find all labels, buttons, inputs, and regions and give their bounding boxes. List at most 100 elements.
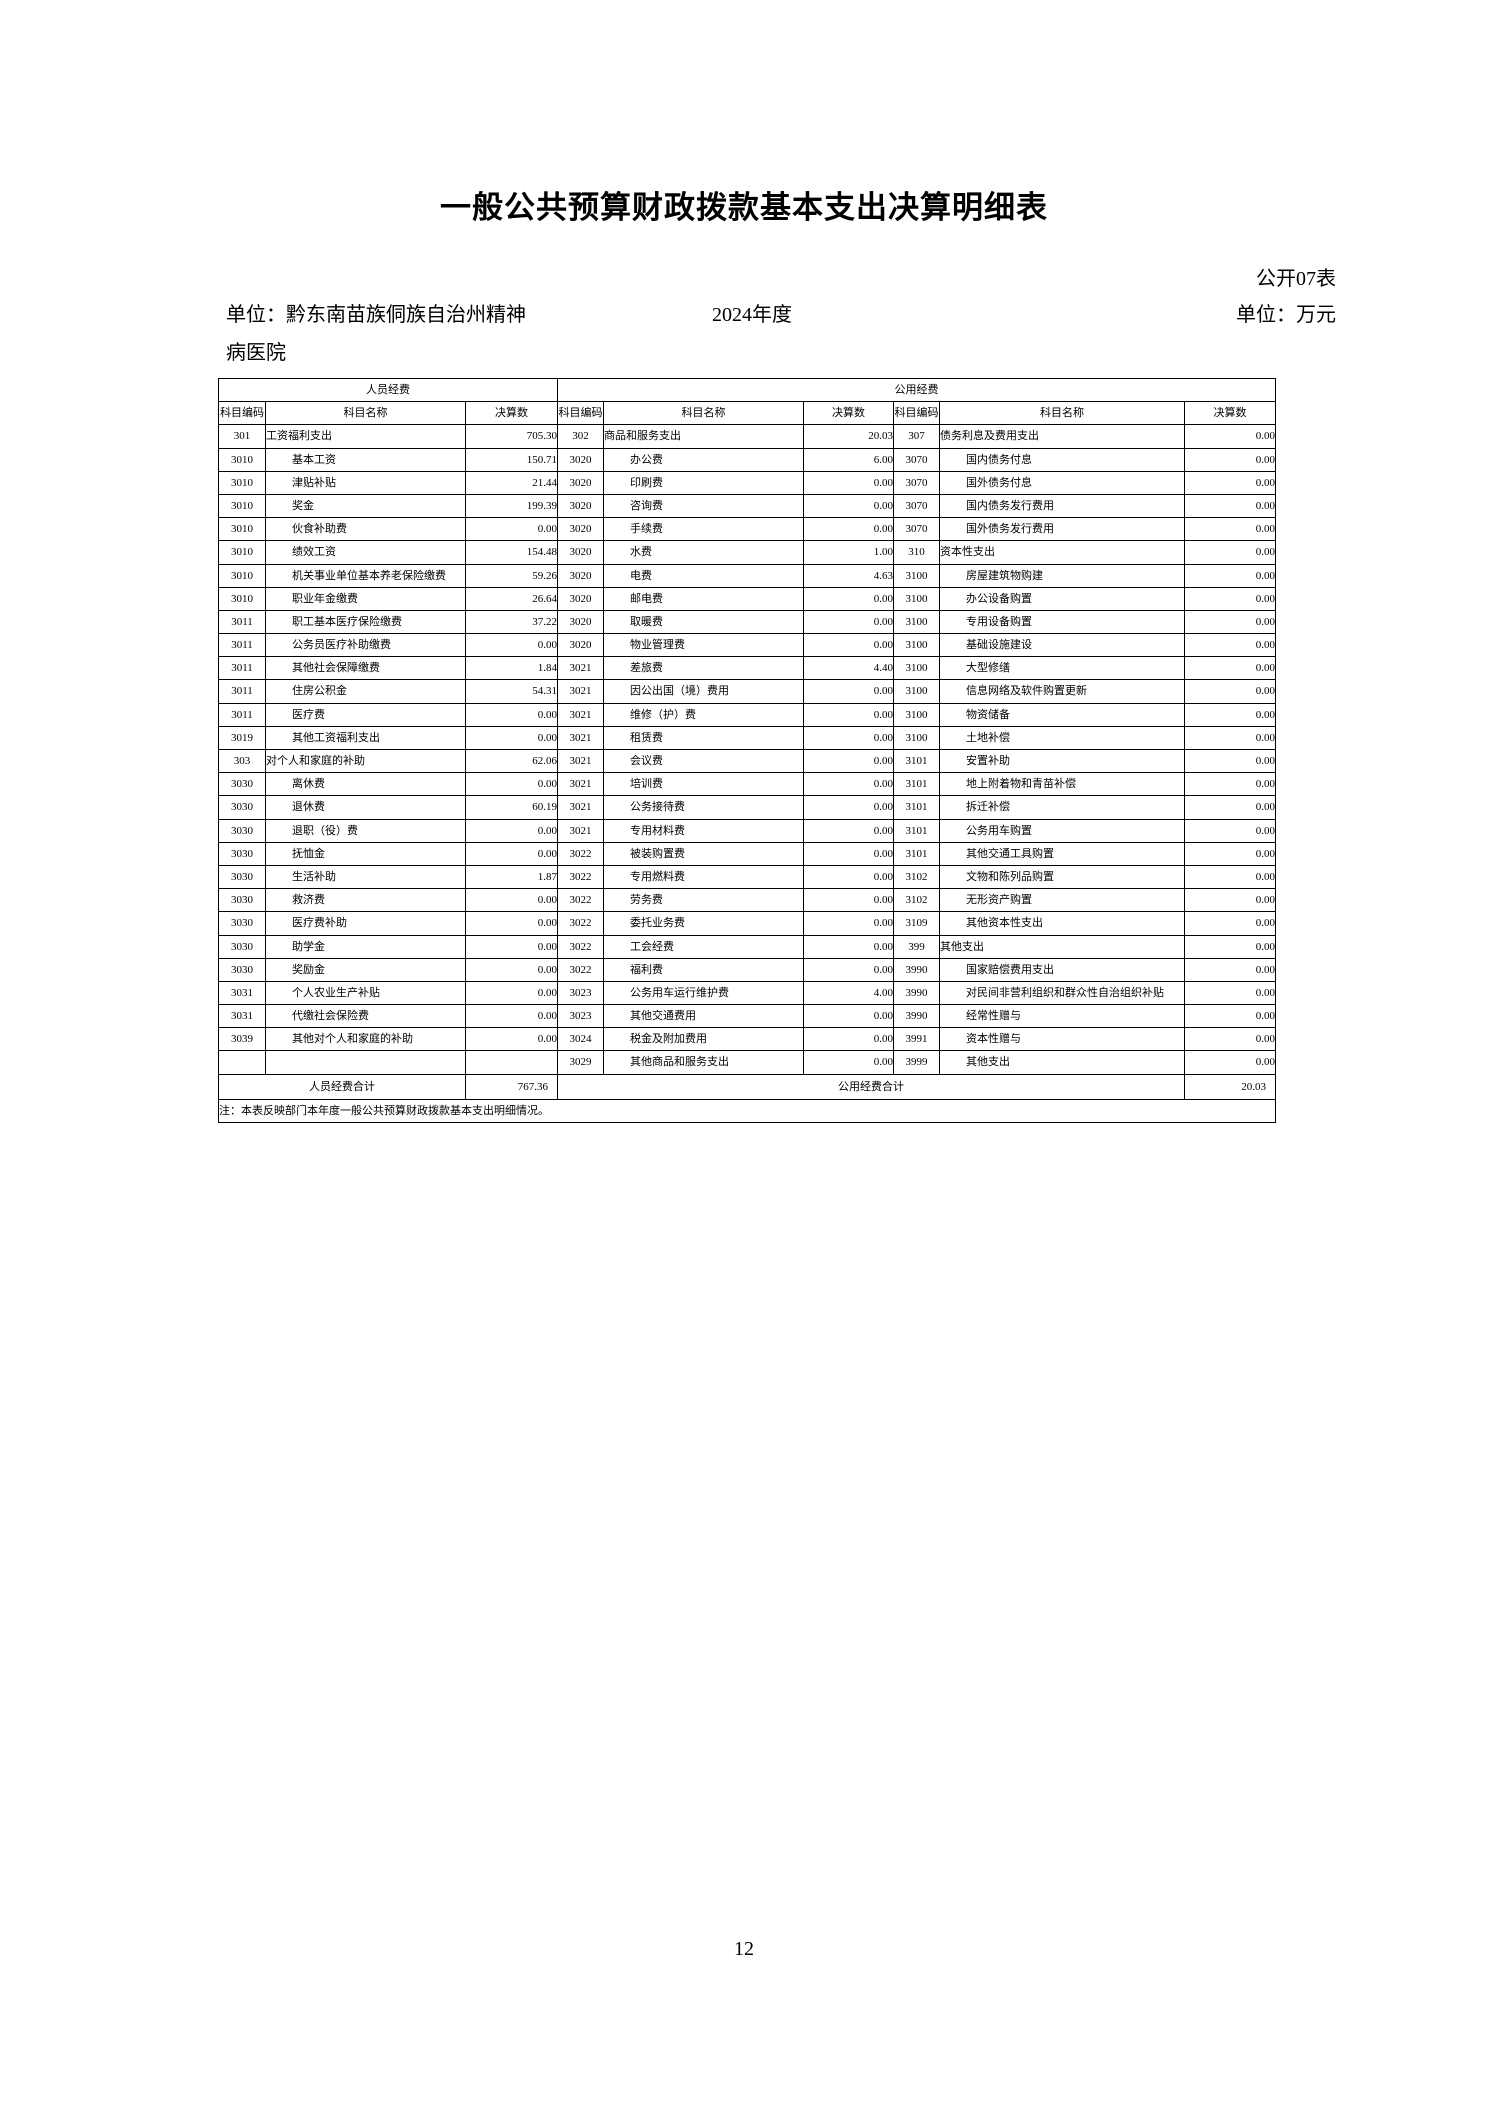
cell-code-personnel: 3011 [218, 702, 266, 727]
cell-name-public-a: 公务接待费 [603, 795, 804, 820]
page-title: 一般公共预算财政拨款基本支出决算明细表 [440, 190, 1048, 225]
cell-code-public-a: 3020 [557, 563, 604, 588]
cell-value-public-a: 0.00 [803, 609, 894, 635]
cell-name-personnel [265, 1050, 466, 1075]
cell-code-public-b: 3990 [893, 1004, 940, 1029]
cell-name-public-b: 办公设备购置 [939, 586, 1185, 611]
cell-code-public-b: 307 [893, 424, 940, 449]
personnel-total-value: 767.36 [465, 1073, 558, 1100]
cell-name-public-a: 被装购置费 [603, 841, 804, 866]
table-row: 3030 救济费 0.00 3022 劳务费 0.00 3102 无形资产购置 0.00 [218, 888, 1276, 913]
table-row: 3039 其他对个人和家庭的补助 0.00 3024 税金及附加费用 0.00 3991 资本… [218, 1027, 1276, 1052]
cell-value-personnel: 0.00 [465, 1004, 558, 1029]
cell-name-personnel: 离休费 [265, 772, 466, 797]
cell-value-public-b: 0.00 [1184, 702, 1276, 727]
col-header-name-1: 科目名称 [265, 401, 466, 426]
cell-name-public-a: 税金及附加费用 [603, 1027, 804, 1052]
cell-value-personnel: 154.48 [465, 540, 558, 565]
col-header-amount-2: 决算数 [803, 401, 894, 426]
cell-code-public-b: 3100 [893, 586, 940, 611]
cell-name-public-b: 国外债务付息 [939, 470, 1185, 495]
cell-code-personnel: 3031 [218, 1004, 266, 1029]
cell-value-personnel: 1.84 [465, 656, 558, 681]
cell-value-personnel: 0.00 [465, 772, 558, 797]
cell-value-public-b: 0.00 [1184, 1004, 1276, 1029]
cell-name-personnel: 对个人和家庭的补助 [265, 748, 466, 774]
cell-name-public-a: 委托业务费 [603, 911, 804, 936]
cell-value-public-a: 0.00 [803, 864, 894, 890]
cell-name-public-b: 安置补助 [939, 748, 1185, 774]
cell-code-personnel: 3019 [218, 725, 266, 751]
group-header-public: 公用经费 [557, 377, 1276, 403]
cell-name-personnel: 助学金 [265, 934, 466, 959]
cell-name-personnel: 退休费 [265, 795, 466, 820]
table-row: 3011 医疗费 0.00 3021 维修（护）费 0.00 3100 物资储备 0.00 [218, 702, 1276, 727]
cell-code-public-a: 3021 [557, 748, 604, 774]
cell-value-personnel: 0.00 [465, 633, 558, 658]
cell-value-personnel: 199.39 [465, 493, 558, 519]
cell-name-personnel: 奖励金 [265, 957, 466, 982]
cell-name-public-b: 公务用车购置 [939, 818, 1185, 843]
cell-name-public-a: 水费 [603, 540, 804, 565]
cell-code-public-a: 3020 [557, 633, 604, 658]
table-row: 3030 医疗费补助 0.00 3022 委托业务费 0.00 3109 其他资本性支出 0.0… [218, 911, 1276, 936]
table-row: 3010 基本工资 150.71 3020 办公费 6.00 3070 国内债务付息 0.00 [218, 447, 1276, 472]
cell-value-public-a: 0.00 [803, 679, 894, 704]
public-total-label: 公用经费合计 [557, 1073, 1185, 1100]
table-row: 3031 代缴社会保险费 0.00 3023 其他交通费用 0.00 3990 经常性赠与 0.… [218, 1004, 1276, 1029]
cell-name-public-b: 无形资产购置 [939, 888, 1185, 913]
cell-code-public-a: 3021 [557, 679, 604, 704]
cell-code-public-a: 3020 [557, 586, 604, 611]
cell-code-personnel: 3011 [218, 679, 266, 704]
cell-code-personnel: 3039 [218, 1027, 266, 1052]
cell-code-public-b: 3100 [893, 563, 940, 588]
cell-name-public-b: 国家赔偿费用支出 [939, 957, 1185, 982]
cell-name-public-a: 办公费 [603, 447, 804, 472]
table-row: 3011 其他社会保障缴费 1.84 3021 差旅费 4.40 3100 大型修缮 0.00 [218, 656, 1276, 681]
cell-value-public-b: 0.00 [1184, 725, 1276, 751]
cell-code-public-a: 3020 [557, 470, 604, 495]
cell-code-personnel: 3010 [218, 447, 266, 472]
cell-value-public-a: 0.00 [803, 586, 894, 611]
cell-code-personnel [218, 1050, 266, 1075]
cell-name-public-b: 债务利息及费用支出 [939, 424, 1185, 449]
cell-name-public-b: 地上附着物和青苗补偿 [939, 772, 1185, 797]
cell-value-public-b: 0.00 [1184, 795, 1276, 820]
cell-code-public-a: 302 [557, 424, 604, 449]
cell-name-personnel: 津贴补贴 [265, 470, 466, 495]
cell-code-public-b: 3999 [893, 1050, 940, 1075]
cell-code-public-a: 3020 [557, 609, 604, 635]
cell-value-public-b: 0.00 [1184, 1050, 1276, 1075]
cell-code-public-b: 3990 [893, 980, 940, 1006]
unit-name-label-line1: 单位：黔东南苗族侗族自治州精神 [226, 304, 526, 326]
cell-value-public-b: 0.00 [1184, 633, 1276, 658]
cell-code-public-b: 3101 [893, 818, 940, 843]
cell-name-personnel: 抚恤金 [265, 841, 466, 866]
cell-value-public-b: 0.00 [1184, 586, 1276, 611]
cell-code-public-b: 3100 [893, 656, 940, 681]
cell-name-personnel: 绩效工资 [265, 540, 466, 565]
cell-name-personnel: 公务员医疗补助缴费 [265, 633, 466, 658]
table-row: 3011 职工基本医疗保险缴费 37.22 3020 取暖费 0.00 3100 专用设备购置… [218, 609, 1276, 635]
cell-code-personnel: 3030 [218, 934, 266, 959]
cell-value-public-a: 0.00 [803, 772, 894, 797]
table-row: 3029 其他商品和服务支出 0.00 3999 其他支出 0.00 [218, 1050, 1276, 1075]
cell-code-personnel: 301 [218, 424, 266, 449]
table-row: 3010 伙食补助费 0.00 3020 手续费 0.00 3070 国外债务发行费用 0.00 [218, 517, 1276, 542]
cell-code-public-b: 3100 [893, 725, 940, 751]
table-head: 人员经费 公用经费 科目编码 科目名称 决算数 科目编码 科目名称 决算数 科目… [218, 377, 1276, 426]
cell-value-public-a: 0.00 [803, 957, 894, 982]
table-row: 3031 个人农业生产补贴 0.00 3023 公务用车运行维护费 4.00 3990 对民间… [218, 980, 1276, 1006]
table-row: 3010 津贴补贴 21.44 3020 印刷费 0.00 3070 国外债务付息 0.00 [218, 470, 1276, 495]
cell-name-public-b: 资本性支出 [939, 540, 1185, 565]
cell-code-personnel: 3030 [218, 864, 266, 890]
cell-name-public-a: 咨询费 [603, 493, 804, 519]
cell-value-personnel: 0.00 [465, 841, 558, 866]
cell-code-personnel: 3010 [218, 563, 266, 588]
table-row: 3019 其他工资福利支出 0.00 3021 租赁费 0.00 3100 土地补偿 0.00 [218, 725, 1276, 751]
cell-code-public-b: 3101 [893, 841, 940, 866]
cell-code-public-b: 3100 [893, 609, 940, 635]
table-row: 3030 助学金 0.00 3022 工会经费 0.00 399 其他支出 0.00 [218, 934, 1276, 959]
cell-code-personnel: 3010 [218, 493, 266, 519]
